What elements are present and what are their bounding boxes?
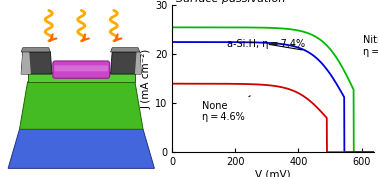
Polygon shape (28, 72, 135, 82)
Text: Surface passivation: Surface passivation (176, 0, 285, 4)
Polygon shape (21, 48, 50, 52)
Polygon shape (8, 129, 154, 168)
Text: a-Si:H, η = 7.4%: a-Si:H, η = 7.4% (227, 39, 305, 50)
FancyBboxPatch shape (53, 61, 110, 78)
Polygon shape (110, 48, 140, 52)
Polygon shape (135, 52, 141, 74)
Polygon shape (21, 52, 31, 74)
Text: None
η = 4.6%: None η = 4.6% (202, 96, 250, 122)
Text: Nitride
η = 9.0%: Nitride η = 9.0% (363, 35, 378, 57)
Y-axis label: J (mA cm⁻²): J (mA cm⁻²) (142, 49, 152, 109)
X-axis label: V (mV): V (mV) (255, 170, 291, 177)
Polygon shape (110, 52, 141, 74)
Polygon shape (20, 82, 143, 129)
Polygon shape (21, 52, 52, 74)
FancyBboxPatch shape (54, 65, 108, 71)
